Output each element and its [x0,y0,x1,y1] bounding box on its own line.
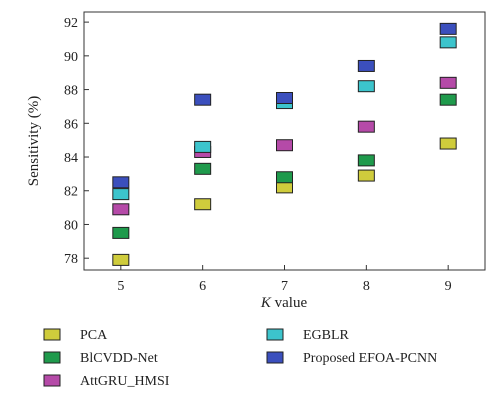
legend-label: AttGRU_HMSI [80,374,170,389]
legend-label: Proposed EFOA-PCNN [303,351,437,366]
x-tick-label: 5 [117,279,124,294]
legend: PCA BlCVDD-Net AttGRU_HMSI EGBLR Proposed EF… [43,328,437,389]
x-axis-title-italic: K [260,295,272,311]
data-point [112,176,130,189]
legend-label: EGBLR [303,328,350,343]
y-tick-label: 86 [64,117,78,132]
data-point [276,171,293,184]
legend-label: PCA [80,328,108,343]
data-point [112,203,130,216]
legend-swatch [43,351,61,364]
x-tick-label: 8 [363,279,370,294]
y-tick-label: 82 [64,185,78,200]
y-tick-label: 80 [64,218,78,233]
data-point [276,92,293,104]
data-point [112,188,130,201]
legend-swatch [266,351,284,364]
x-tick-label: 6 [199,279,206,294]
data-point [439,22,457,35]
y-tick-label: 88 [64,84,78,99]
data-point [194,140,212,153]
legend-swatch [43,374,61,387]
x-axis: 5 6 7 8 9 [117,265,452,294]
y-tick-label: 90 [64,50,78,65]
y-tick-label: 78 [64,252,78,267]
x-tick-label: 7 [281,279,288,294]
x-axis-title-rest: value [271,295,308,311]
x-tick-label: 9 [445,279,452,294]
y-tick-label: 92 [64,16,78,31]
data-point [276,139,293,152]
data-point [439,137,457,150]
data-point [357,169,375,182]
data-point [439,93,457,106]
data-point [276,181,293,194]
plot-area [112,22,457,266]
data-point [357,80,375,93]
data-point [357,59,375,72]
legend-label: BlCVDD-Net [80,351,158,366]
data-point [194,198,212,211]
data-point [357,154,375,167]
x-axis-title: K value [260,295,308,311]
data-point [194,162,212,175]
legend-swatch [266,328,284,341]
y-axis: 78 80 82 84 86 88 90 92 [64,16,89,267]
data-point [112,253,130,266]
data-point [112,226,130,239]
y-axis-title: Sensitivity (%) [26,96,42,186]
y-tick-label: 84 [64,151,78,166]
legend-swatch [43,328,61,341]
data-point [194,93,212,106]
data-point [439,76,457,89]
data-point [357,120,375,133]
data-point [439,36,457,49]
